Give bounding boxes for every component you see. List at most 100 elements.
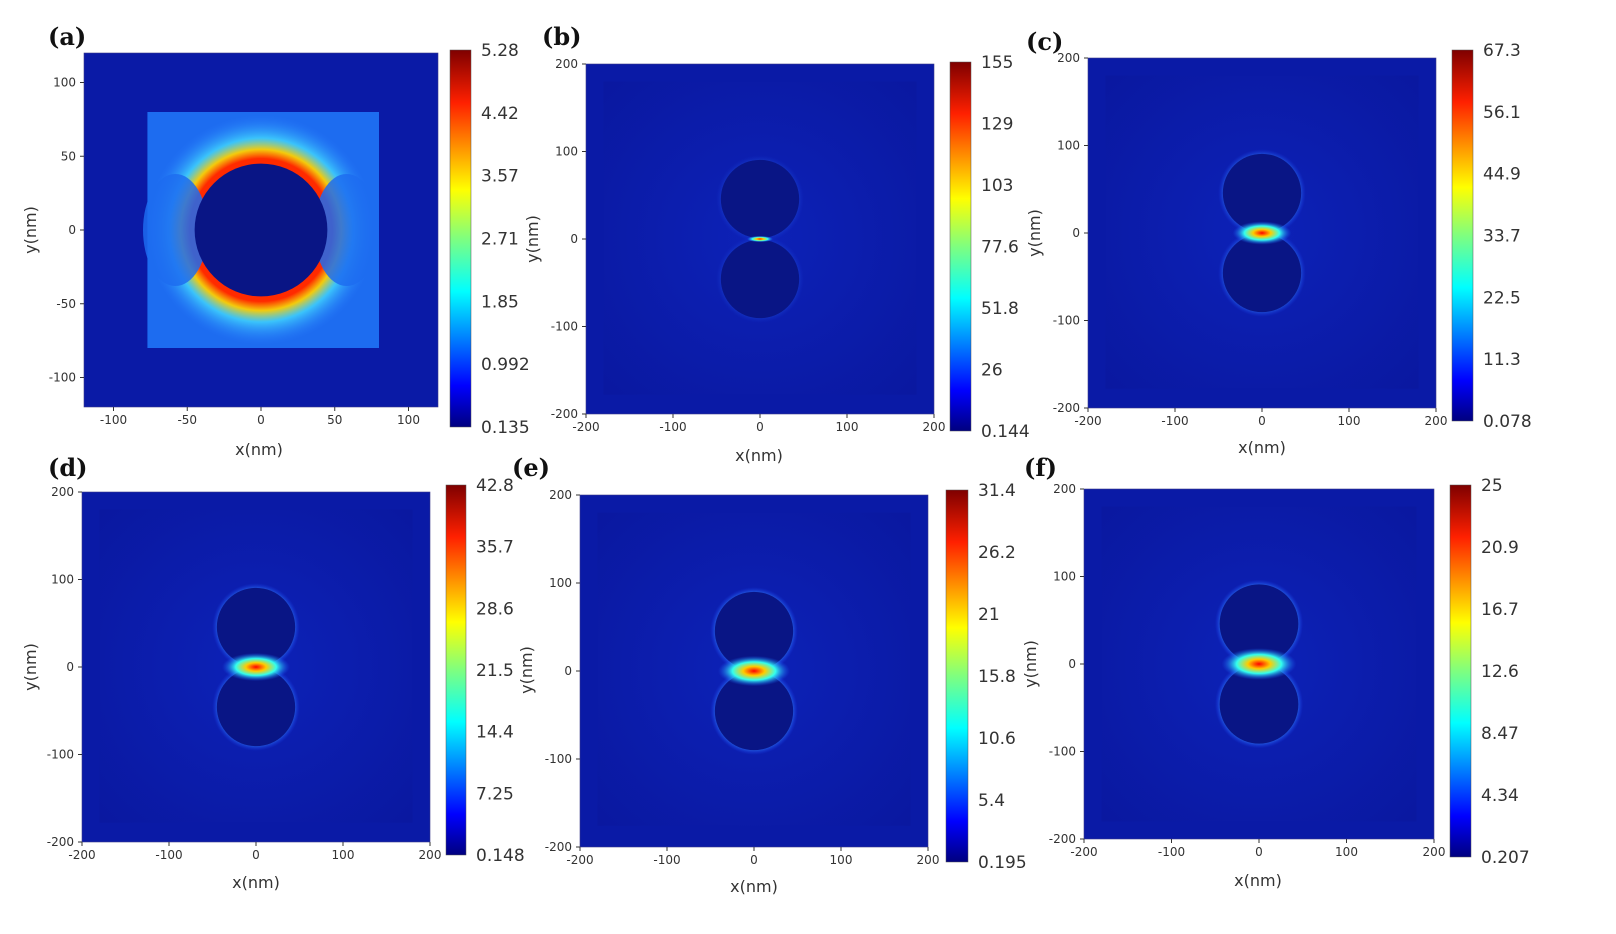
sphere-bottom	[714, 671, 794, 751]
colorbar-tick-label: 42.8	[476, 476, 514, 496]
colorbar-tick-label: 31.4	[978, 481, 1016, 501]
gap-hotspot	[1232, 221, 1292, 245]
sphere-top	[216, 587, 296, 667]
y-tick-label: 100	[549, 576, 572, 590]
y-tick-label: -200	[545, 840, 572, 854]
gap-hotspot	[718, 655, 790, 687]
x-tick-label: 200	[917, 853, 940, 867]
ring-node-right	[314, 173, 379, 287]
colorbar	[449, 49, 472, 428]
x-tick-label: 200	[1423, 845, 1446, 859]
y-tick-label: 0	[1072, 226, 1080, 240]
panel-b: -200 -100 0 100 200 200 100 0 -100 -200 x(nm) y(nm)…	[523, 22, 1030, 465]
colorbar-tick-label: 11.3	[1483, 350, 1521, 370]
x-tick-label: -100	[1161, 414, 1188, 428]
y-tick-label: -100	[551, 320, 578, 334]
y-axis-label: y(nm)	[517, 646, 536, 694]
x-tick-label: -50	[177, 413, 197, 427]
colorbar-tick-label: 8.47	[1481, 724, 1519, 744]
colorbar-tick-label: 22.5	[1483, 288, 1521, 308]
x-tick-label: 0	[750, 853, 758, 867]
y-tick-label: 100	[53, 76, 76, 90]
colorbar-tick-label: 3.57	[481, 167, 519, 187]
y-axis-label: y(nm)	[21, 643, 40, 691]
colorbar-tick-label: 26	[981, 361, 1003, 381]
panel-label: (f)	[1024, 453, 1057, 482]
sphere-bottom	[216, 667, 296, 747]
x-axis-label: x(nm)	[735, 446, 783, 465]
y-tick-label: -100	[47, 748, 74, 762]
panel-label: (c)	[1026, 27, 1063, 56]
y-tick-label: 0	[1068, 657, 1076, 671]
colorbar-tick-label: 0.144	[981, 422, 1030, 442]
panel-label: (e)	[512, 453, 550, 482]
y-tick-label: 50	[61, 149, 76, 163]
y-tick-label: -200	[1053, 401, 1080, 415]
x-tick-label: 50	[327, 413, 342, 427]
x-axis-label: x(nm)	[730, 877, 778, 896]
colorbar-tick-label: 129	[981, 115, 1013, 135]
x-tick-label: -200	[1074, 414, 1101, 428]
x-axis-label: x(nm)	[1234, 871, 1282, 890]
x-tick-label: 100	[332, 848, 355, 862]
panel-f: -200 -100 0 100 200 200 100 0 -100 -200 x(nm) y(nm)…	[1021, 453, 1530, 890]
x-tick-label: -100	[100, 413, 127, 427]
sphere-top	[1219, 584, 1299, 664]
x-tick-label: 200	[1425, 414, 1448, 428]
colorbar-tick-label: 0.148	[476, 846, 525, 866]
colorbar-tick-label: 0.207	[1481, 848, 1530, 868]
x-tick-label: 200	[419, 848, 442, 862]
colorbar-tick-label: 4.34	[1481, 786, 1519, 806]
colorbar-tick-label: 21.5	[476, 661, 514, 681]
panel-label: (b)	[542, 22, 582, 51]
sphere	[194, 163, 328, 297]
colorbar-tick-label: 1.85	[481, 292, 519, 312]
colorbar	[945, 489, 969, 863]
sphere-bottom	[720, 239, 800, 319]
colorbar	[949, 61, 972, 432]
colorbar-tick-label: 26.2	[978, 543, 1016, 563]
x-tick-label: 100	[397, 413, 420, 427]
sphere-top	[1222, 153, 1302, 233]
panel-e: -200 -100 0 100 200 200 100 0 -100 -200 x(nm) y(nm)…	[512, 453, 1027, 896]
colorbar-tick-label: 2.71	[481, 230, 519, 250]
y-tick-label: -200	[551, 407, 578, 421]
gap-hotspot	[1221, 648, 1297, 680]
y-tick-label: 0	[68, 223, 76, 237]
y-tick-label: -200	[47, 835, 74, 849]
sphere-bottom	[1222, 233, 1302, 313]
y-axis-label: y(nm)	[1021, 640, 1040, 688]
y-tick-label: 0	[570, 232, 578, 246]
panel-label: (a)	[48, 22, 86, 51]
x-axis-label: x(nm)	[232, 873, 280, 892]
y-axis-label: y(nm)	[523, 215, 542, 263]
y-tick-label: 0	[564, 664, 572, 678]
colorbar	[445, 484, 467, 856]
colorbar	[1449, 484, 1472, 858]
x-tick-label: 0	[1255, 845, 1263, 859]
y-tick-label: -100	[1049, 745, 1076, 759]
y-tick-label: 200	[549, 488, 572, 502]
gap-hotspot	[222, 652, 290, 682]
x-tick-label: 100	[1335, 845, 1358, 859]
y-tick-label: -200	[1049, 832, 1076, 846]
y-tick-label: 100	[51, 573, 74, 587]
sphere-bottom	[1219, 664, 1299, 744]
x-tick-label: 0	[1258, 414, 1266, 428]
sphere-top	[714, 591, 794, 671]
colorbar-tick-label: 14.4	[476, 723, 514, 743]
x-tick-label: -200	[68, 848, 95, 862]
x-tick-label: 100	[836, 420, 859, 434]
y-axis-label: y(nm)	[1025, 209, 1044, 257]
x-tick-label: -100	[1158, 845, 1185, 859]
y-tick-label: -100	[49, 371, 76, 385]
x-tick-label: -200	[572, 420, 599, 434]
y-tick-label: 200	[1057, 51, 1080, 65]
colorbar-tick-label: 12.6	[1481, 662, 1519, 682]
x-tick-label: 0	[257, 413, 265, 427]
x-tick-label: 0	[756, 420, 764, 434]
panel-d: -200 -100 0 100 200 200 100 0 -100 -200 x(nm) y(nm)…	[21, 453, 525, 892]
colorbar-tick-label: 25	[1481, 476, 1503, 496]
colorbar-tick-label: 28.6	[476, 599, 514, 619]
y-tick-label: 200	[51, 485, 74, 499]
